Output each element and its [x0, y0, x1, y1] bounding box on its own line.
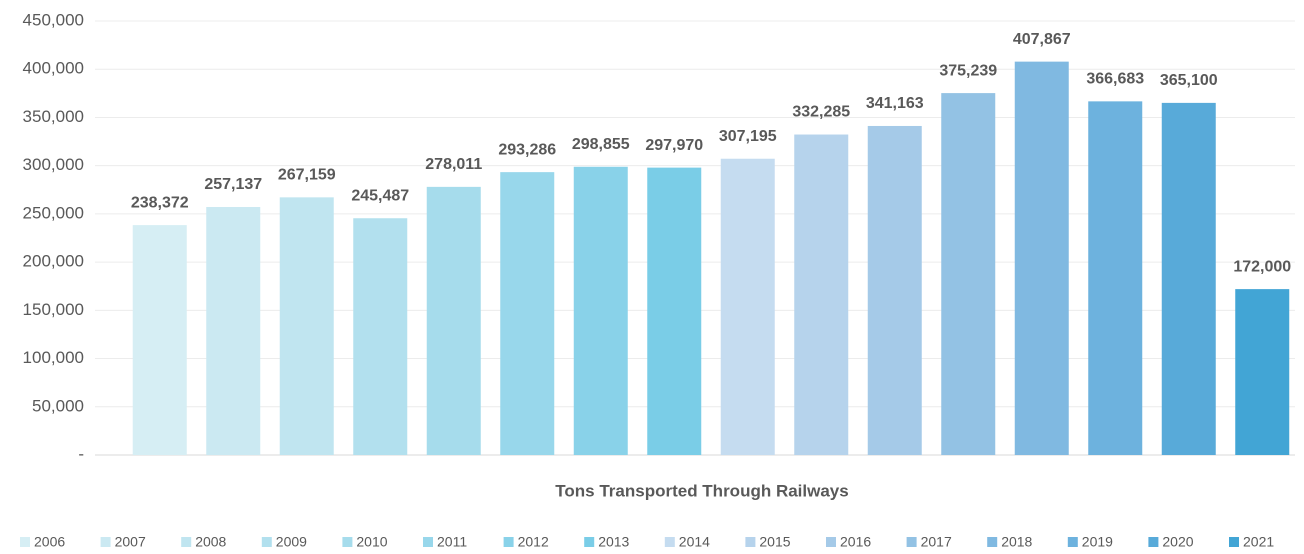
legend-swatch: [1229, 537, 1239, 547]
legend-label: 2021: [1243, 534, 1274, 550]
bar: [426, 186, 481, 455]
data-label: 278,011: [425, 156, 482, 173]
legend-label: 2011: [437, 534, 467, 550]
y-tick-label: 250,000: [23, 203, 84, 222]
legend-swatch: [584, 537, 595, 547]
y-tick-label: 100,000: [23, 348, 84, 367]
data-label: 267,159: [278, 167, 336, 184]
bar: [1161, 102, 1216, 455]
legend-label: 2020: [1162, 534, 1193, 550]
data-label: 298,855: [572, 136, 630, 153]
legend-swatch: [503, 537, 514, 547]
legend-label: 2017: [921, 534, 952, 550]
bar: [573, 166, 628, 456]
x-axis-label: Tons Transported Through Railways: [555, 481, 848, 500]
data-label: 297,970: [645, 137, 703, 154]
bar: [1088, 101, 1143, 455]
bar: [794, 134, 849, 455]
bar: [647, 167, 702, 455]
legend-swatch: [987, 537, 998, 547]
data-label: 245,487: [351, 187, 409, 204]
bar: [353, 218, 408, 455]
bar: [1014, 61, 1069, 455]
legend-swatch: [423, 537, 433, 547]
y-tick-label: 350,000: [23, 107, 84, 126]
legend-label: 2016: [840, 534, 871, 550]
bar: [132, 225, 187, 455]
legend-label: 2009: [276, 534, 307, 550]
legend-label: 2008: [195, 534, 226, 550]
legend-swatch: [20, 537, 30, 547]
legend-label: 2015: [759, 534, 790, 550]
legend-swatch: [1067, 537, 1078, 547]
y-tick-label: 400,000: [23, 59, 84, 78]
data-label: 293,286: [498, 141, 556, 158]
legend-label: 2012: [518, 534, 549, 550]
legend-label: 2006: [34, 534, 65, 550]
data-label: 307,195: [719, 128, 777, 145]
bar: [500, 172, 555, 455]
bar: [720, 158, 775, 456]
legend-swatch: [906, 537, 917, 547]
data-label: 341,163: [866, 95, 924, 112]
legend-swatch: [261, 537, 272, 547]
data-label: 366,683: [1086, 71, 1144, 88]
y-tick-label: 450,000: [23, 10, 84, 29]
data-label: 257,137: [204, 176, 262, 193]
bar: [941, 93, 996, 455]
legend-label: 2007: [115, 534, 146, 550]
legend-label: 2010: [356, 534, 387, 550]
data-label: 172,000: [1233, 258, 1291, 275]
legend-swatch: [826, 537, 836, 547]
data-label: 238,372: [131, 194, 189, 211]
legend-swatch: [100, 537, 111, 547]
legend-swatch: [342, 537, 353, 547]
y-tick-label: 300,000: [23, 155, 84, 174]
legend-label: 2013: [598, 534, 629, 550]
legend-swatch: [1148, 537, 1159, 547]
data-label: 332,285: [792, 104, 850, 121]
bar: [867, 125, 922, 456]
data-label: 375,239: [939, 62, 997, 79]
legend-swatch: [181, 537, 192, 547]
data-label: 407,867: [1013, 31, 1071, 48]
y-tick-label: 200,000: [23, 252, 84, 271]
bar: [1235, 289, 1290, 455]
legend-label: 2018: [1001, 534, 1032, 550]
legend-label: 2014: [679, 534, 710, 550]
bar: [279, 197, 334, 456]
legend-label: 2019: [1082, 534, 1113, 550]
y-tick-label: 150,000: [23, 300, 84, 319]
y-tick-label: -: [78, 444, 84, 463]
legend-swatch: [745, 537, 756, 547]
y-tick-label: 50,000: [32, 396, 84, 415]
legend-swatch: [664, 537, 675, 547]
bar: [206, 207, 261, 455]
data-label: 365,100: [1160, 72, 1218, 89]
